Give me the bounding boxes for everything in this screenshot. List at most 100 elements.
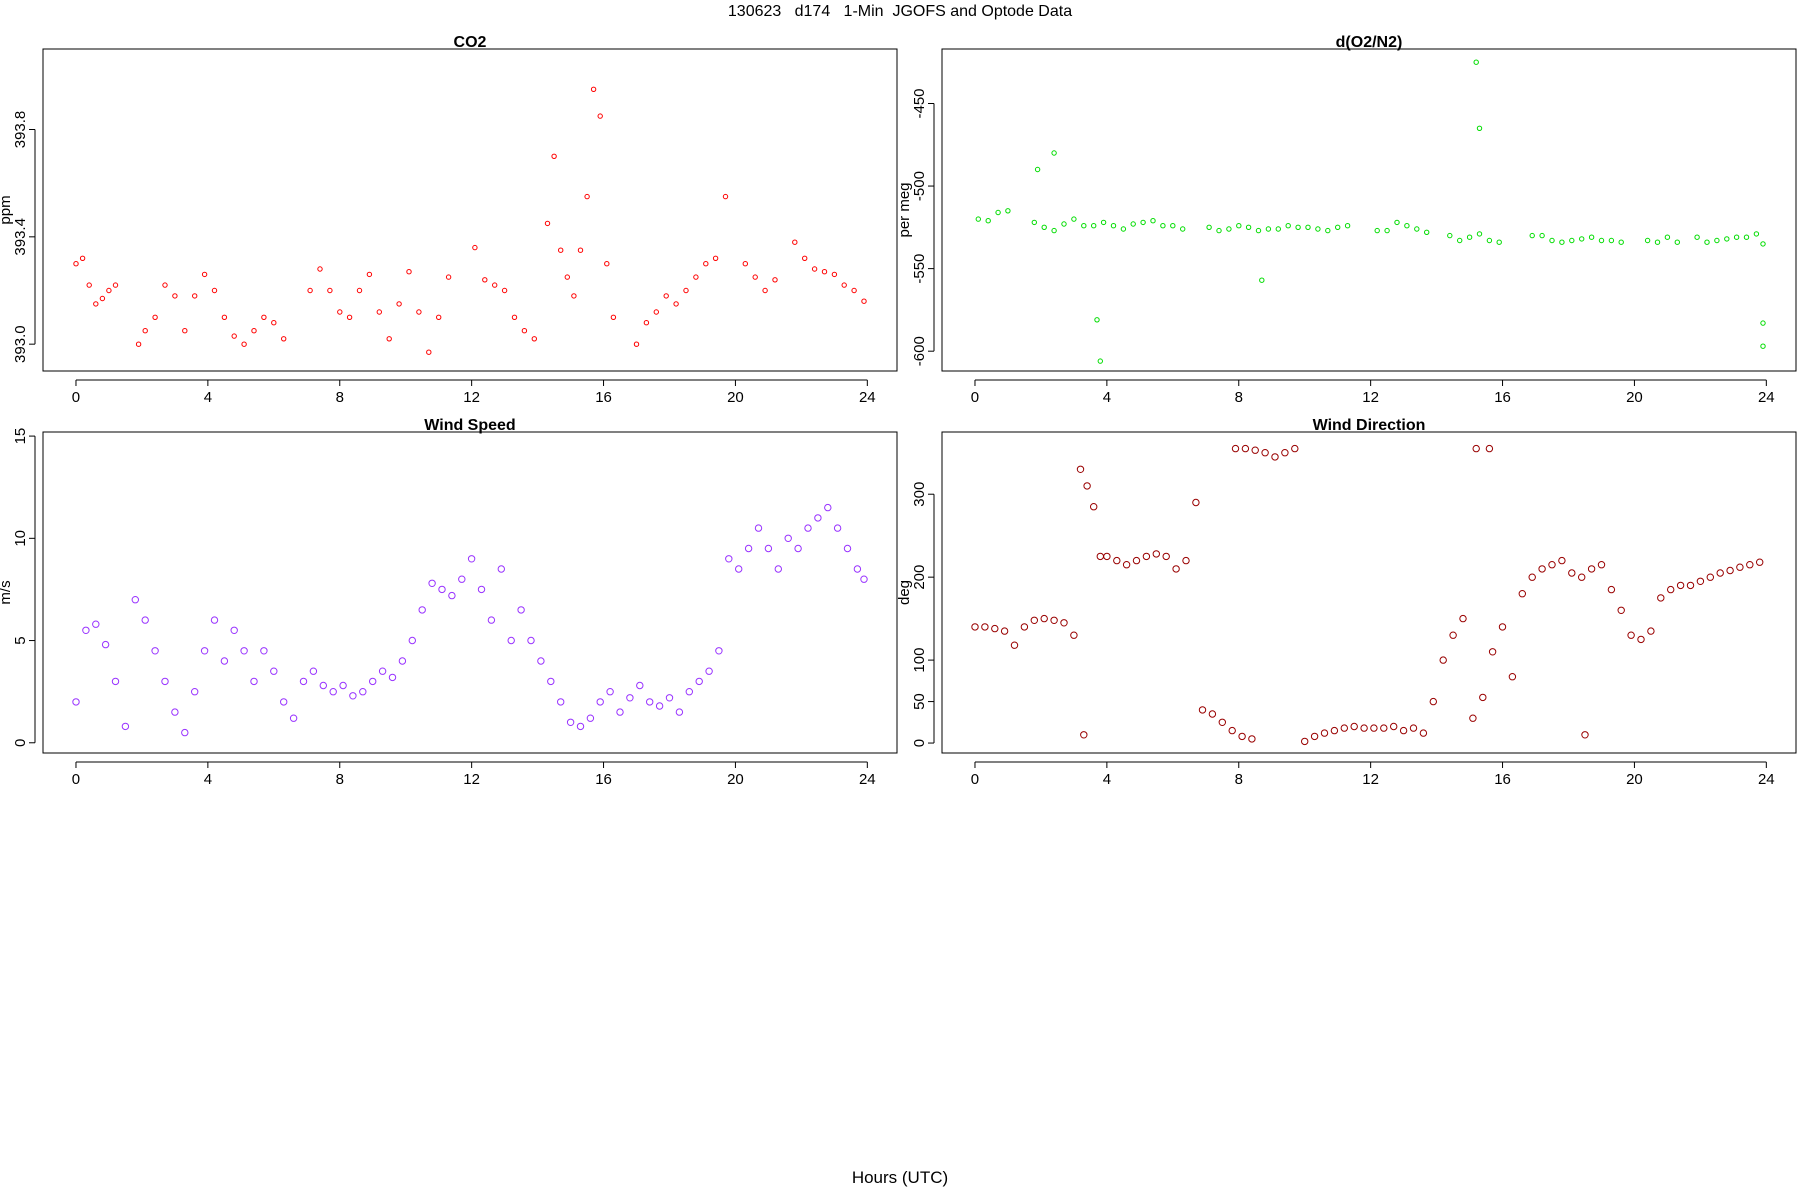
co2-data-point: [693, 274, 699, 280]
co2-data-point: [722, 193, 729, 200]
wind-direction-data-point: [1746, 561, 1754, 569]
co2-data-point: [551, 153, 557, 160]
o2n2-data-point: [1130, 221, 1136, 227]
wind-speed-data-point: [378, 667, 387, 675]
wind-direction-y-tick-label: 200: [911, 565, 928, 590]
wind-direction-y-axis-label: deg: [896, 580, 913, 605]
wind-direction-data-point: [1548, 561, 1556, 569]
o2n2-data-point: [1236, 223, 1242, 229]
co2-data-point: [142, 328, 148, 334]
wind-direction-data-point: [1578, 573, 1586, 581]
o2n2-data-point: [1110, 223, 1117, 229]
wind-direction-data-point: [1090, 503, 1098, 511]
o2n2-data-point: [1384, 227, 1390, 234]
wind-direction-y-tick-label: 50: [911, 693, 928, 710]
co2-data-point: [663, 293, 669, 299]
wind-speed-data-point: [200, 647, 209, 655]
wind-direction-data-point: [1152, 550, 1161, 558]
o2n2-data-point: [1325, 227, 1331, 234]
co2-data-point: [317, 266, 323, 272]
co2-data-point: [564, 274, 570, 280]
wind-direction-data-point: [1070, 631, 1078, 639]
co2-y-tick-label: 393.4: [12, 218, 29, 256]
o2n2-data-point: [1265, 226, 1272, 232]
o2n2-data-point: [1094, 317, 1100, 323]
co2-data-point: [831, 271, 838, 278]
wind-direction-data-point: [1271, 453, 1279, 461]
wind-direction-data-point: [1627, 631, 1635, 639]
co2-data-point: [346, 314, 353, 320]
o2n2-x-tick-label: 16: [1494, 389, 1511, 406]
wind-speed-data-point: [735, 565, 743, 573]
wind-speed-data-point: [527, 636, 535, 645]
wind-direction-x-tick-label: 0: [971, 771, 979, 788]
o2n2-data-point: [1743, 234, 1750, 240]
co2-data-point: [307, 287, 313, 294]
wind-speed-x-tick-label: 4: [204, 771, 212, 788]
wind-speed-data-point: [121, 722, 130, 731]
wind-direction-data-point: [1439, 656, 1447, 664]
co2-x-tick-label: 16: [595, 389, 612, 406]
wind-speed-data-point: [794, 544, 802, 553]
co2-data-point: [211, 287, 218, 294]
wind-speed-data-point: [131, 596, 140, 604]
o2n2-data-point: [1733, 234, 1740, 240]
co2-data-point: [703, 261, 709, 267]
wind-direction-data-point: [1080, 731, 1088, 739]
wind-speed-data-point: [804, 524, 812, 532]
co2-data-point: [501, 287, 508, 294]
wind-speed-data-point: [517, 606, 525, 614]
wind-speed-data-point: [458, 575, 466, 583]
wind-speed-data-point: [606, 688, 614, 696]
wind-speed-data-point: [705, 667, 713, 675]
wind-speed-y-tick-label: 5: [12, 636, 29, 644]
wind-speed-data-point: [280, 698, 288, 706]
wind-direction-y-tick-label: 0: [911, 739, 928, 747]
wind-direction-data-point: [1238, 732, 1246, 741]
wind-speed-data-point: [814, 514, 822, 522]
o2n2-data-point: [1424, 229, 1430, 236]
wind-direction-data-point: [1228, 726, 1236, 735]
wind-direction-x-tick-label: 16: [1494, 771, 1511, 788]
wind-speed-title: Wind Speed: [424, 417, 515, 434]
wind-direction-data-point: [1310, 732, 1319, 741]
wind-direction-plot-frame: [941, 431, 1797, 754]
wind-direction-data-point: [1172, 565, 1180, 573]
o2n2-data-point: [1447, 232, 1453, 239]
o2n2-data-point: [1305, 224, 1311, 231]
o2n2-data-point: [1295, 224, 1301, 231]
wind-speed-data-point: [784, 534, 792, 542]
o2n2-data-point: [1694, 234, 1700, 240]
wind-direction-data-point: [1399, 726, 1408, 735]
wind-speed-data-point: [72, 698, 80, 706]
co2-data-point: [712, 255, 719, 261]
wind-direction-x-tick-label: 8: [1235, 771, 1243, 788]
co2-data-point: [802, 255, 808, 261]
wind-speed-data-point: [448, 591, 456, 600]
o2n2-data-point: [1275, 226, 1282, 232]
wind-direction-data-point: [1000, 627, 1009, 635]
wind-speed-data-point: [487, 616, 496, 624]
wind-direction-data-point: [1192, 498, 1200, 507]
wind-speed-data-point: [853, 565, 862, 573]
wind-speed-data-point: [507, 636, 515, 645]
wind-speed-x-tick-label: 0: [72, 771, 80, 788]
wind-direction-data-point: [1558, 556, 1566, 565]
wind-direction-data-point: [1132, 556, 1141, 565]
wind-speed-x-tick-label: 20: [727, 771, 744, 788]
co2-data-point: [152, 314, 158, 320]
wind-speed-data-point: [616, 708, 624, 716]
wind-direction-data-point: [1657, 594, 1665, 602]
o2n2-data-point: [1569, 237, 1575, 244]
co2-x-tick-label: 20: [727, 389, 744, 406]
o2n2-data-point: [1760, 241, 1766, 247]
wind-speed-data-point: [824, 503, 832, 512]
wind-direction-data-point: [1301, 737, 1309, 746]
wind-speed-data-point: [220, 657, 229, 665]
wind-speed-y-tick-label: 0: [12, 739, 29, 747]
x-axis-caption: Hours (UTC): [851, 1168, 949, 1187]
wind-speed-x-tick-label: 16: [595, 771, 612, 788]
wind-direction-data-point: [1488, 648, 1497, 656]
wind-direction-data-point: [1010, 641, 1019, 649]
o2n2-data-point: [975, 216, 981, 222]
